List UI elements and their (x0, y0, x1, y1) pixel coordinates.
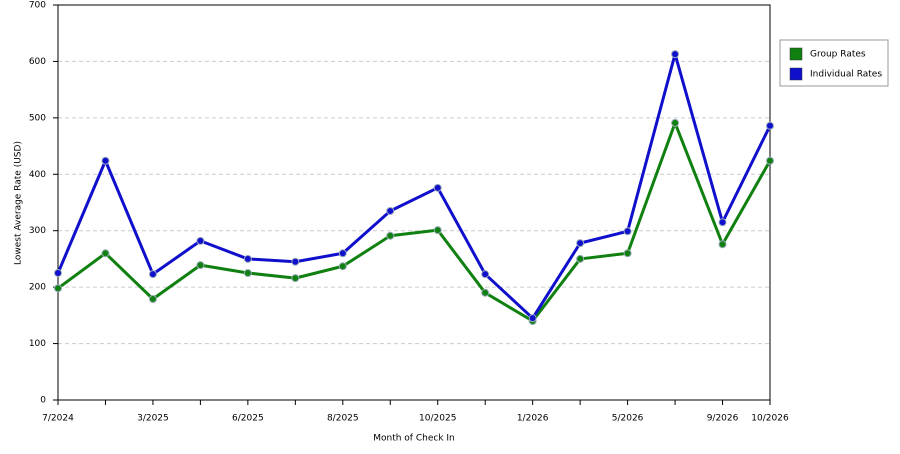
legend-label: Group Rates (810, 50, 866, 60)
x-tick-label: 6/2025 (232, 414, 264, 424)
point (291, 257, 300, 266)
point (54, 284, 62, 293)
point (481, 288, 490, 297)
y-tick-label: 0 (40, 396, 46, 406)
point (766, 121, 774, 130)
x-tick-label: 8/2025 (327, 414, 359, 424)
y-tick-label: 200 (29, 283, 46, 293)
point (386, 206, 395, 215)
x-axis-label: Month of Check In (373, 434, 455, 444)
legend-swatch (789, 47, 803, 61)
x-tick-label: 9/2026 (707, 414, 739, 424)
point (433, 183, 442, 192)
legend-swatch (789, 67, 803, 81)
point (623, 249, 632, 258)
y-tick-label: 700 (29, 1, 46, 11)
point (481, 270, 490, 279)
x-tick-label: 5/2026 (612, 414, 644, 424)
point (291, 274, 300, 283)
point (576, 239, 585, 248)
x-tick-label: 7/2024 (42, 414, 74, 424)
point (54, 269, 62, 278)
point (101, 156, 110, 165)
point (386, 231, 395, 240)
point (671, 118, 680, 127)
plot-frame (57, 4, 771, 401)
point (243, 269, 252, 278)
x-tick-label: 1/2026 (517, 414, 549, 424)
point (718, 240, 727, 249)
y-tick-label: 100 (29, 339, 46, 349)
y-tick-label: 600 (29, 57, 46, 67)
series-line (56, 52, 772, 320)
x-tick-label: 10/2026 (751, 414, 789, 424)
point (196, 261, 205, 270)
point (148, 294, 157, 303)
point (433, 226, 442, 235)
point (196, 236, 205, 245)
y-tick-label: 400 (29, 170, 46, 180)
point (718, 218, 727, 227)
point (623, 227, 632, 236)
point (338, 262, 347, 271)
point (243, 254, 252, 263)
x-tick-label: 3/2025 (137, 414, 169, 424)
point (671, 50, 680, 59)
series-line (57, 121, 772, 323)
point (576, 254, 585, 263)
x-tick-label: 10/2025 (419, 414, 456, 424)
y-axis-label: Lowest Average Rate (USD) (14, 141, 24, 265)
point (148, 270, 157, 279)
point (766, 156, 774, 165)
point (101, 249, 110, 258)
point (528, 314, 537, 323)
y-tick-label: 300 (29, 226, 46, 236)
y-tick-label: 500 (29, 113, 46, 123)
point (338, 249, 347, 258)
legend-label: Individual Rates (810, 70, 882, 80)
